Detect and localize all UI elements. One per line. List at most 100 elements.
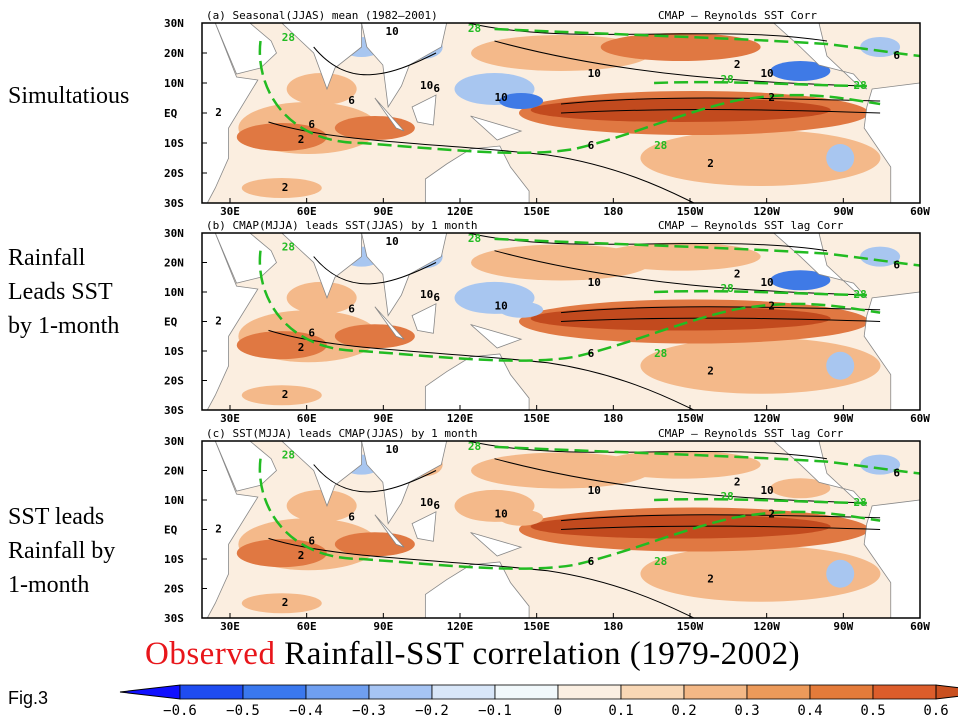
land-mass [772, 440, 868, 507]
colorbar-tick-label: 0.2 [671, 703, 696, 719]
colorbar-tick-label: 0 [554, 703, 562, 719]
rainfall-contour [560, 514, 881, 522]
contour-label: 2 [298, 133, 305, 146]
side-label-b-line3: by 1-month [8, 313, 120, 339]
rainfall-contour [560, 97, 881, 105]
longitude-label: 90W [833, 205, 853, 218]
figure-number: Fig.3 [8, 688, 49, 708]
sst-contour-label: 28 [654, 139, 667, 152]
map-svg-a: (a) Seasonal(JJAS) mean (1982–2001) CMAP … [164, 9, 930, 218]
correlation-patch [334, 324, 415, 349]
longitude-label: 60W [910, 205, 930, 218]
correlation-patch [334, 532, 415, 557]
rainfall-contour [313, 46, 437, 76]
rainfall-contour [560, 317, 881, 322]
contour-label: 2 [734, 475, 741, 488]
contour-label: 2 [707, 573, 714, 586]
sst-contour-label: 28 [721, 73, 734, 86]
land-mass [772, 232, 868, 299]
contour-label: 10 [495, 91, 508, 104]
panel-b-side-label: Rainfall Leads SST by 1-month [8, 241, 119, 343]
latitude-label: 20S [164, 167, 184, 180]
sst-contour-label: 28 [854, 496, 867, 509]
land-mass [361, 232, 448, 317]
contour-label: 6 [308, 534, 315, 547]
longitude-label: 120E [447, 620, 474, 633]
longitude-label: 150E [523, 412, 550, 425]
contour-label: 6 [893, 258, 900, 271]
correlation-patch [286, 489, 357, 522]
longitude-label: 150W [677, 412, 704, 425]
map-panel-a: (a) Seasonal(JJAS) mean (1982–2001) CMAP … [160, 8, 940, 218]
sst-28-contour [654, 80, 867, 88]
latitude-label: 10N [164, 494, 184, 507]
contour-label: 2 [215, 314, 222, 327]
correlation-patch [770, 478, 831, 499]
correlation-patch [241, 385, 322, 406]
sst-contour-label: 28 [282, 241, 295, 254]
contour-label: 2 [298, 549, 305, 562]
colorbar-tick-label: −0.4 [289, 703, 323, 719]
rainfall-contour [560, 109, 881, 114]
colorbar-tick-label: 0.3 [734, 703, 759, 719]
correlation-patch [826, 351, 855, 380]
panel-a-side-label: Simultatious [8, 79, 129, 113]
longitude-label: 180 [603, 412, 623, 425]
longitude-label: 90W [833, 412, 853, 425]
sst-28-contour [258, 40, 881, 155]
longitude-label: 60W [910, 412, 930, 425]
latitude-label: 10S [164, 137, 184, 150]
contour-label: 10 [588, 484, 601, 497]
correlation-patch [860, 454, 901, 475]
land-mass [361, 22, 448, 109]
contour-label: 2 [215, 522, 222, 535]
correlation-patch [640, 337, 881, 394]
latitude-label: 20S [164, 375, 184, 388]
longitude-label: 180 [603, 620, 623, 633]
land-mass [374, 97, 405, 132]
contour-label: 2 [707, 157, 714, 170]
longitude-label: 120E [447, 412, 474, 425]
land-mass [470, 324, 523, 349]
rainfall-contour [560, 306, 881, 314]
contour-label: 10 [588, 67, 601, 80]
colorbar-swatch [305, 684, 370, 700]
panel-subtitle: CMAP – Reynolds SST lag Corr [658, 427, 844, 440]
land-mass [411, 511, 437, 542]
correlation-patch [286, 73, 357, 105]
contour-label: 2 [282, 181, 289, 194]
latitude-label: 30S [164, 197, 184, 210]
correlation-patch [770, 270, 831, 291]
sst-contour-label: 28 [468, 232, 481, 245]
contour-label: 2 [768, 300, 775, 313]
colorbar-tick-label: 0.5 [860, 703, 885, 719]
contour-label: 10 [760, 484, 773, 497]
colorbar-swatch [557, 684, 622, 700]
correlation-patch [499, 301, 544, 318]
longitude-label: 30E [220, 412, 240, 425]
map-svg-c: (c) SST(MJJA) leads CMAP(JJAS) by 1 mont… [164, 427, 930, 633]
longitude-label: 150W [677, 205, 704, 218]
longitude-label: 150E [523, 205, 550, 218]
colorbar-swatch [683, 684, 748, 700]
colorbar-swatch [620, 684, 685, 700]
contour-label: 2 [768, 91, 775, 104]
colorbar-swatch [431, 684, 496, 700]
correlation-patch [499, 93, 544, 109]
latitude-label: 10S [164, 345, 184, 358]
colorbar-tick-label: −0.5 [226, 703, 260, 719]
correlation-patch [241, 593, 322, 614]
colorbar-end-low [119, 684, 181, 700]
contour-label: 2 [282, 388, 289, 401]
longitude-label: 180 [603, 205, 623, 218]
latitude-label: 20N [164, 257, 184, 270]
colorbar-tick-label: 0.6 [923, 703, 948, 719]
contour-label: 10 [420, 288, 433, 301]
longitude-label: 120W [753, 412, 780, 425]
contour-label: 6 [348, 94, 355, 107]
sst-contour-label: 28 [854, 79, 867, 92]
correlation-patch [860, 246, 901, 267]
latitude-label: EQ [164, 524, 178, 537]
colorbar-swatch [368, 684, 433, 700]
sst-contour-label: 28 [654, 555, 667, 568]
